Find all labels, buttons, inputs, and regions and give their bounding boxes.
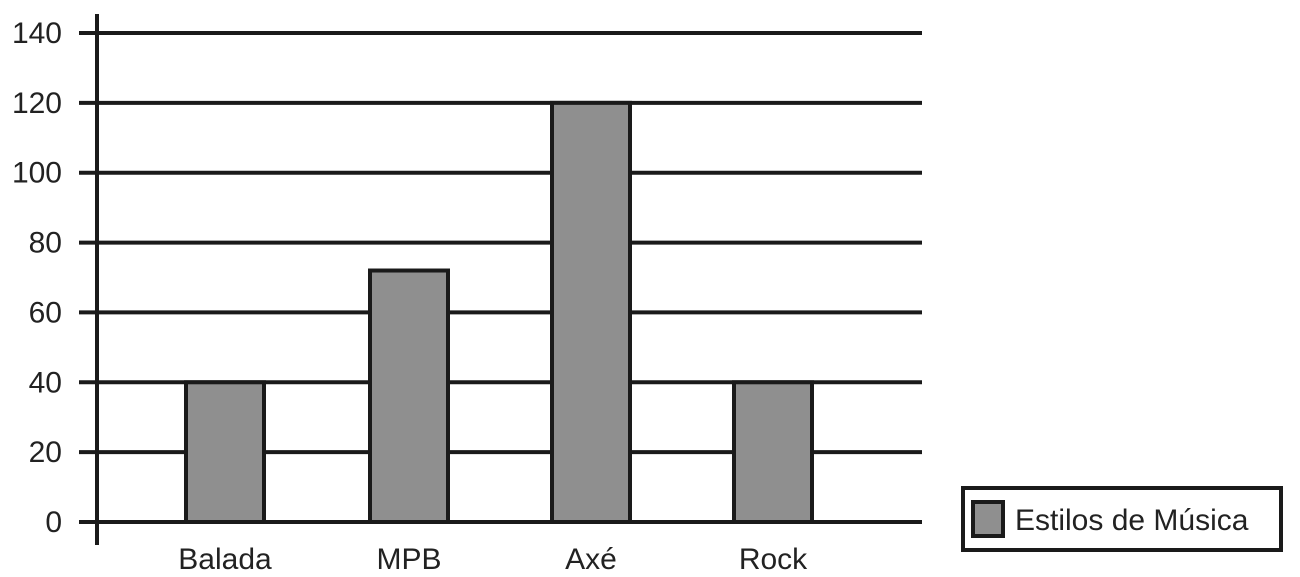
x-category-label: Axé xyxy=(565,543,617,576)
legend: Estilos de Música xyxy=(961,486,1283,552)
legend-swatch xyxy=(971,500,1005,538)
y-tick-label: 0 xyxy=(45,506,62,539)
x-category-label: MPB xyxy=(376,543,441,576)
y-tick-label: 140 xyxy=(12,17,62,50)
y-tick-label: 100 xyxy=(12,157,62,190)
y-tick-label: 40 xyxy=(29,366,62,399)
x-category-label: Balada xyxy=(178,543,272,576)
bar-axe xyxy=(550,100,632,524)
legend-box xyxy=(961,486,1283,552)
y-tick-label: 120 xyxy=(12,87,62,120)
y-tick-label: 60 xyxy=(29,296,62,329)
x-category-labels: Balada MPB Axé Rock xyxy=(178,543,808,576)
bar-mpb xyxy=(368,268,450,524)
bar-balada xyxy=(184,380,266,524)
y-tick-label: 80 xyxy=(29,227,62,260)
y-tick-label: 20 xyxy=(29,436,62,469)
y-tick-labels: 0 20 40 60 80 100 120 140 xyxy=(12,17,62,539)
legend-label: Estilos de Música xyxy=(1015,504,1249,537)
x-category-label: Rock xyxy=(739,543,808,576)
bar-rock xyxy=(732,380,814,524)
bars xyxy=(184,100,814,524)
